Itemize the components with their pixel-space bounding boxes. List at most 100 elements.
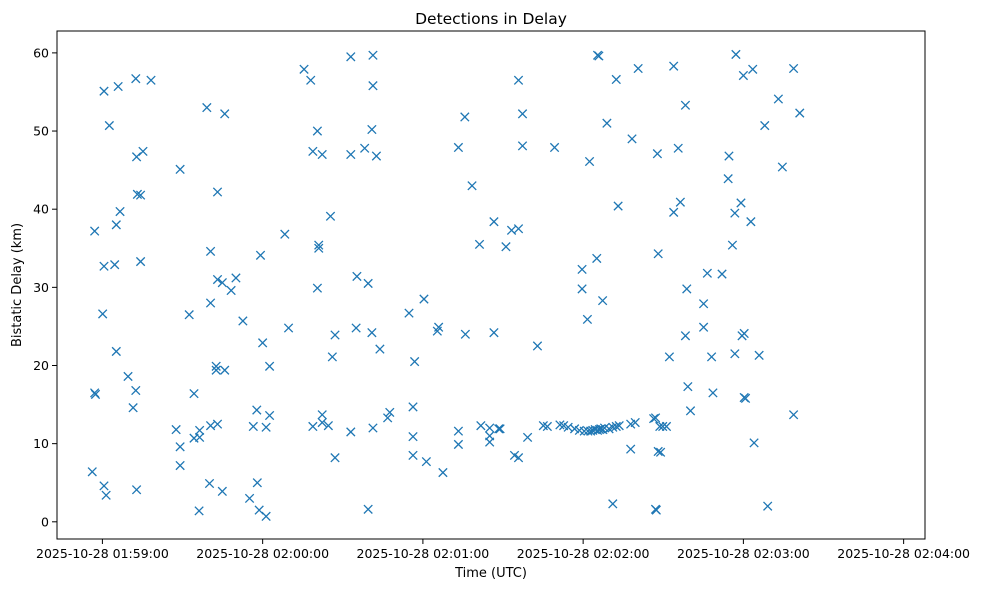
data-point bbox=[226, 285, 236, 296]
data-point bbox=[248, 421, 258, 432]
data-point bbox=[777, 162, 788, 172]
data-point bbox=[597, 295, 608, 306]
data-point bbox=[738, 70, 749, 81]
data-point bbox=[453, 142, 464, 153]
x-tick-label: 2025-10-28 02:02:00 bbox=[517, 546, 650, 561]
data-point bbox=[501, 242, 511, 252]
data-point bbox=[99, 86, 109, 96]
data-point bbox=[408, 402, 418, 412]
data-point bbox=[602, 118, 612, 128]
data-point bbox=[421, 456, 432, 467]
data-point bbox=[467, 181, 477, 191]
data-point bbox=[131, 74, 141, 84]
data-point bbox=[238, 316, 248, 326]
data-point bbox=[724, 151, 734, 161]
y-tick-label: 50 bbox=[33, 124, 49, 139]
data-point bbox=[317, 417, 327, 428]
data-point bbox=[453, 439, 464, 450]
data-point bbox=[542, 421, 553, 432]
data-point bbox=[614, 421, 624, 431]
data-points bbox=[87, 49, 805, 521]
y-tick-label: 30 bbox=[33, 280, 49, 295]
data-point bbox=[138, 146, 148, 157]
data-point bbox=[111, 346, 121, 357]
data-point bbox=[299, 64, 309, 74]
data-point bbox=[648, 413, 659, 424]
x-tick-label: 2025-10-28 02:01:00 bbox=[357, 546, 490, 561]
data-point bbox=[205, 421, 216, 431]
data-point bbox=[760, 120, 770, 131]
data-point bbox=[582, 314, 593, 325]
data-point bbox=[175, 460, 185, 471]
y-tick-label: 40 bbox=[33, 202, 49, 217]
data-point bbox=[351, 323, 361, 333]
data-point bbox=[314, 243, 324, 253]
data-point bbox=[194, 432, 205, 443]
data-point bbox=[346, 149, 356, 160]
data-point bbox=[460, 112, 470, 122]
data-point bbox=[630, 417, 640, 428]
data-point bbox=[652, 149, 663, 159]
data-point bbox=[702, 268, 712, 278]
data-point bbox=[104, 120, 115, 131]
data-point bbox=[706, 352, 717, 362]
data-point bbox=[655, 447, 666, 457]
data-point bbox=[346, 52, 356, 62]
data-point bbox=[189, 388, 199, 399]
data-point bbox=[460, 329, 471, 339]
data-point bbox=[212, 274, 223, 285]
data-point bbox=[680, 100, 691, 110]
data-point bbox=[651, 505, 661, 515]
data-point bbox=[264, 410, 275, 421]
data-point bbox=[367, 328, 377, 338]
data-point bbox=[217, 277, 227, 288]
data-point bbox=[730, 349, 740, 359]
data-point bbox=[111, 220, 121, 230]
data-point bbox=[532, 341, 543, 351]
data-point bbox=[131, 385, 141, 396]
data-point bbox=[513, 75, 524, 85]
data-point bbox=[627, 134, 637, 144]
data-point bbox=[485, 437, 495, 447]
data-point bbox=[317, 410, 327, 420]
data-point bbox=[115, 206, 125, 217]
data-point bbox=[312, 126, 323, 136]
data-point bbox=[194, 506, 204, 516]
data-point bbox=[371, 151, 382, 161]
chart-title: Detections in Delay bbox=[415, 10, 567, 28]
x-tick-label: 2025-10-28 02:04:00 bbox=[837, 546, 970, 561]
data-point bbox=[99, 261, 109, 271]
data-point bbox=[211, 361, 221, 371]
data-point bbox=[740, 393, 751, 403]
data-point bbox=[611, 421, 621, 432]
data-point bbox=[135, 256, 146, 267]
data-point bbox=[123, 371, 133, 382]
data-point bbox=[736, 198, 746, 208]
data-point bbox=[306, 75, 316, 85]
data-point bbox=[727, 240, 738, 250]
plot-area bbox=[57, 31, 925, 539]
data-point bbox=[211, 365, 221, 375]
data-point bbox=[788, 63, 799, 74]
data-point bbox=[773, 94, 784, 104]
data-point bbox=[99, 481, 109, 491]
data-point bbox=[453, 426, 464, 436]
data-point bbox=[408, 431, 418, 442]
data-point bbox=[494, 424, 504, 434]
data-point bbox=[101, 490, 111, 500]
plot-frame bbox=[56, 30, 926, 540]
data-point bbox=[754, 350, 764, 360]
data-point bbox=[611, 74, 621, 85]
data-point bbox=[555, 420, 565, 430]
data-point bbox=[257, 338, 268, 348]
data-point bbox=[669, 61, 679, 71]
data-point bbox=[382, 413, 393, 423]
data-point bbox=[352, 271, 362, 282]
data-point bbox=[367, 124, 377, 135]
data-point bbox=[252, 405, 262, 415]
data-point bbox=[655, 421, 665, 432]
data-point bbox=[517, 141, 528, 151]
data-point bbox=[731, 49, 741, 60]
data-point bbox=[212, 419, 223, 429]
data-point bbox=[231, 273, 241, 283]
